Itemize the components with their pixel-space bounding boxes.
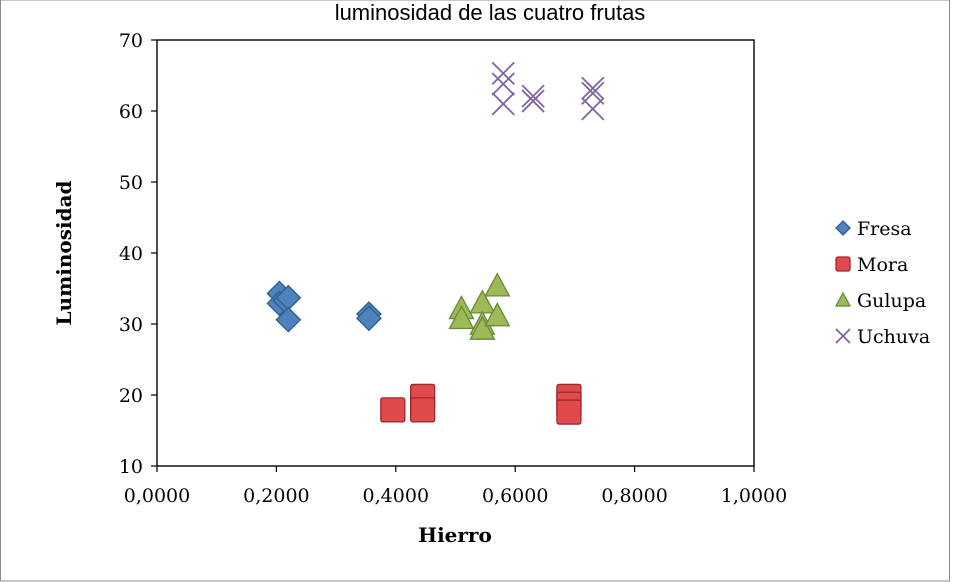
legend-label: Fresa bbox=[857, 218, 912, 240]
legend-item-uchuva: Uchuva bbox=[835, 326, 930, 348]
x-tick-label: 0,2000 bbox=[243, 485, 309, 507]
series-gulupa bbox=[448, 272, 511, 340]
legend-label: Uchuva bbox=[857, 326, 930, 348]
x-tick-label: 0,8000 bbox=[601, 485, 667, 507]
x-tick-label: 1,0000 bbox=[721, 485, 787, 507]
x-tick-label: 0,6000 bbox=[482, 485, 548, 507]
data-point-uchuva bbox=[521, 89, 545, 113]
chart-title: luminosidad de las cuatro frutas bbox=[335, 0, 646, 25]
y-tick-label: 70 bbox=[119, 30, 143, 52]
data-point-uchuva bbox=[491, 72, 515, 96]
x-axis-title: Hierro bbox=[418, 523, 492, 547]
data-point-uchuva bbox=[581, 97, 605, 121]
legend-marker-fresa bbox=[835, 220, 851, 236]
data-point-uchuva bbox=[581, 76, 605, 100]
series-mora bbox=[380, 383, 582, 425]
plot-area bbox=[156, 39, 755, 467]
series-fresa bbox=[266, 280, 382, 333]
y-tick-label: 40 bbox=[119, 243, 143, 265]
data-point-gulupa bbox=[448, 304, 475, 330]
legend-label: Mora bbox=[857, 254, 908, 276]
data-point-uchuva bbox=[521, 84, 545, 108]
legend-item-fresa: Fresa bbox=[835, 218, 912, 240]
x-tick-label: 0,0000 bbox=[124, 485, 190, 507]
legend-label: Gulupa bbox=[857, 290, 926, 312]
data-point-fresa bbox=[275, 306, 302, 333]
y-tick-label: 10 bbox=[119, 456, 143, 478]
data-point-uchuva bbox=[491, 61, 515, 86]
legend-marker-gulupa bbox=[834, 291, 852, 307]
y-tick-label: 30 bbox=[119, 314, 143, 336]
data-point-gulupa bbox=[469, 315, 496, 340]
y-tick-label: 60 bbox=[119, 101, 143, 123]
x-tick-label: 0,4000 bbox=[363, 485, 429, 507]
legend-item-mora: Mora bbox=[835, 254, 908, 276]
data-point-mora bbox=[380, 397, 406, 423]
y-tick-label: 20 bbox=[119, 385, 143, 407]
y-tick-label: 50 bbox=[119, 172, 143, 194]
data-point-gulupa bbox=[484, 272, 511, 297]
data-point-mora bbox=[410, 397, 436, 423]
legend-marker-uchuva bbox=[835, 328, 851, 344]
legend-marker-mora bbox=[835, 256, 851, 272]
y-axis-title: Luminosidad bbox=[52, 180, 76, 325]
data-point-uchuva bbox=[491, 92, 515, 116]
legend: Fresa Mora Gulupa Uchuva bbox=[834, 218, 930, 348]
data-point-fresa bbox=[356, 305, 382, 332]
series-uchuva bbox=[491, 61, 605, 121]
data-point-gulupa bbox=[484, 302, 511, 327]
legend-item-gulupa: Gulupa bbox=[834, 290, 926, 312]
data-point-mora bbox=[556, 399, 582, 425]
